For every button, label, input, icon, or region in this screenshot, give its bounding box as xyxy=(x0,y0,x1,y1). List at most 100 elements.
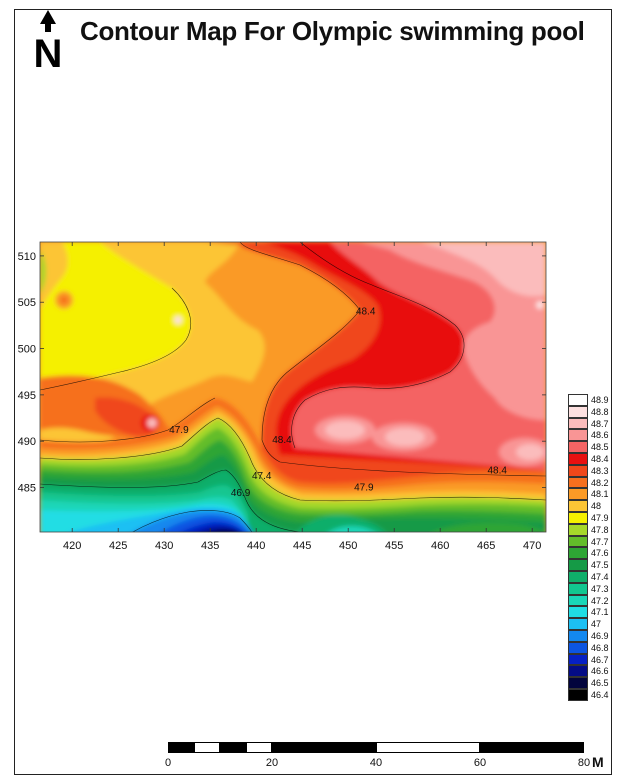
legend-item: 47.9 xyxy=(568,511,618,524)
legend-item: 48.7 xyxy=(568,417,618,430)
legend-item: 46.7 xyxy=(568,653,618,666)
legend-swatch xyxy=(568,653,588,666)
contour-labels: 48.4 47.9 48.4 47.446.9 47.9 48.4 xyxy=(169,306,507,499)
x-tick-label: 460 xyxy=(431,540,449,552)
legend-label: 46.5 xyxy=(591,678,609,689)
legend-item: 46.5 xyxy=(568,677,618,689)
x-tick-label: 465 xyxy=(477,540,495,552)
legend-label: 48.5 xyxy=(591,442,609,453)
legend-label: 48.1 xyxy=(591,489,609,500)
scale-bar-label: 20 xyxy=(265,757,279,769)
legend-item: 48.3 xyxy=(568,464,618,477)
y-tick-label: 490 xyxy=(18,436,36,448)
legend-item: 48.2 xyxy=(568,476,618,489)
north-letter: N xyxy=(34,32,63,70)
legend-item: 48.1 xyxy=(568,488,618,501)
legend-label: 48.4 xyxy=(591,453,609,464)
scale-bar-label: 80 xyxy=(577,757,591,769)
legend-label: 47.9 xyxy=(591,512,609,523)
legend-item: 47 xyxy=(568,618,618,630)
legend-item: 48.6 xyxy=(568,429,618,442)
legend-label: 47.1 xyxy=(591,607,609,618)
legend-label: 46.8 xyxy=(591,642,609,653)
contour-fill-area xyxy=(40,242,546,532)
legend-item: 47.2 xyxy=(568,594,618,607)
y-tick-label: 495 xyxy=(18,390,36,402)
legend-swatch xyxy=(568,476,588,489)
scale-bar-label: 40 xyxy=(369,757,383,769)
legend-item: 48 xyxy=(568,500,618,512)
scale-bar-segment xyxy=(480,742,584,753)
legend-label: 47.6 xyxy=(591,548,609,559)
legend-item: 48.5 xyxy=(568,441,618,453)
scale-bar-segment xyxy=(246,742,272,753)
legend-item: 46.8 xyxy=(568,641,618,654)
legend-label: 48.9 xyxy=(591,395,609,405)
x-tick-label: 440 xyxy=(247,540,265,552)
contour-label: 46.9 xyxy=(231,488,251,499)
legend-item: 48.8 xyxy=(568,405,618,418)
x-tick-label: 445 xyxy=(293,540,311,552)
legend-label: 47 xyxy=(591,619,602,630)
scale-bar-segment xyxy=(194,742,220,753)
legend-swatch xyxy=(568,559,588,571)
contour-label: 47.9 xyxy=(169,425,189,436)
legend-label: 47.2 xyxy=(591,595,609,606)
y-tick-label: 510 xyxy=(18,251,36,263)
legend-item: 47.1 xyxy=(568,606,618,619)
map-frame xyxy=(14,9,612,775)
scale-bar-segment xyxy=(376,742,480,753)
legend-swatch xyxy=(568,535,588,548)
legend-item: 47.7 xyxy=(568,535,618,548)
x-tick-label: 425 xyxy=(109,540,127,552)
legend-swatch xyxy=(568,405,588,418)
scale-bar-label: 60 xyxy=(473,757,487,769)
contour-label: 47.4 xyxy=(252,471,272,482)
x-tick-label: 435 xyxy=(201,540,219,552)
legend-label: 48.8 xyxy=(591,406,609,417)
legend-swatch xyxy=(568,441,588,453)
legend-swatch xyxy=(568,641,588,654)
legend-item: 48.4 xyxy=(568,452,618,465)
legend-item: 47.5 xyxy=(568,559,618,571)
contour-label: 48.4 xyxy=(488,466,508,477)
contour-label: 48.4 xyxy=(272,435,292,446)
x-tick-label: 420 xyxy=(63,540,81,552)
scale-bar-segment xyxy=(272,742,376,753)
legend-swatch xyxy=(568,677,588,689)
scale-bar-segment xyxy=(168,742,194,753)
legend-swatch xyxy=(568,594,588,607)
legend-label: 46.7 xyxy=(591,654,609,665)
legend-item: 47.8 xyxy=(568,523,618,536)
legend-item: 46.9 xyxy=(568,629,618,642)
legend-label: 46.4 xyxy=(591,689,609,700)
x-tick-label: 470 xyxy=(523,540,541,552)
legend-label: 48.6 xyxy=(591,430,609,441)
legend-item: 47.3 xyxy=(568,582,618,595)
legend-label: 46.6 xyxy=(591,666,609,677)
legend-label: 47.5 xyxy=(591,560,609,571)
legend-swatch xyxy=(568,394,588,406)
legend-item: 46.4 xyxy=(568,688,618,701)
legend-swatch xyxy=(568,665,588,678)
legend-label: 46.9 xyxy=(591,630,609,641)
plot-border xyxy=(39,241,547,533)
legend-swatch xyxy=(568,629,588,642)
legend-item: 48.9 xyxy=(568,394,618,406)
legend-swatch xyxy=(568,452,588,465)
legend-swatch xyxy=(568,618,588,630)
color-legend: 48.9 48.8 48.7 48.6 48.5 48.4 48.3 48.2 48.1 48 47… xyxy=(568,394,618,701)
legend-label: 47.7 xyxy=(591,536,609,547)
legend-label: 48.3 xyxy=(591,465,609,476)
legend-swatch xyxy=(568,500,588,512)
legend-label: 48.7 xyxy=(591,418,609,429)
x-tick-label: 450 xyxy=(339,540,357,552)
legend-swatch xyxy=(568,488,588,501)
north-arrow-icon: N xyxy=(34,10,63,70)
legend-swatch xyxy=(568,511,588,524)
legend-item: 47.6 xyxy=(568,547,618,560)
legend-swatch xyxy=(568,417,588,430)
x-tick-label: 455 xyxy=(385,540,403,552)
y-tick-label: 500 xyxy=(18,344,36,356)
